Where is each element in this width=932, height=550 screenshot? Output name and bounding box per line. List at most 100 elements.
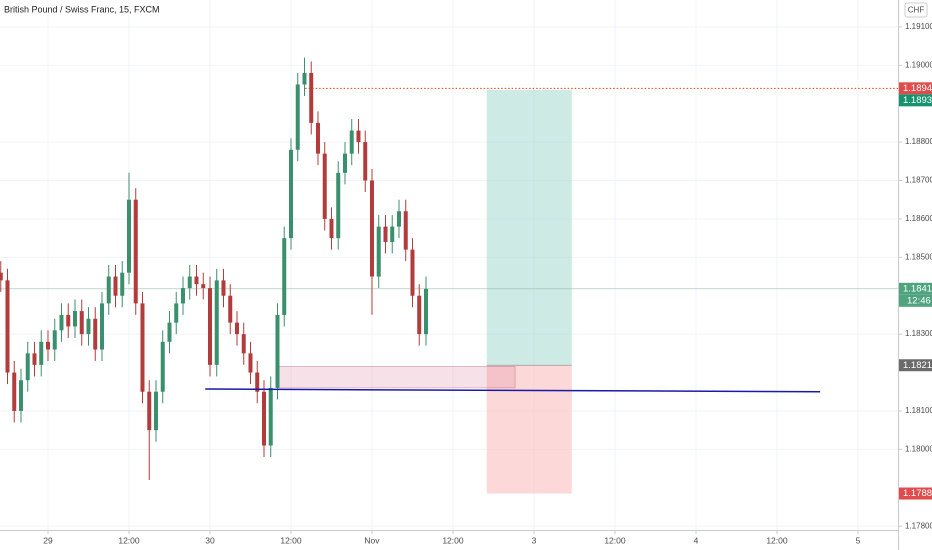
candle-body	[221, 280, 226, 296]
candle-body	[106, 276, 111, 304]
price-label: 1.18418	[903, 283, 932, 294]
axes: 1.19100 1.19000 1.18800 1.18700 1.18600 1.185…	[43, 22, 932, 545]
candle-body	[390, 226, 395, 242]
candle-body	[369, 180, 374, 277]
x-tick-label: 12:00	[280, 535, 302, 545]
candle-body	[396, 211, 401, 227]
candle-body	[66, 314, 71, 327]
candle-body	[174, 303, 179, 323]
x-tick-label: 12:00	[118, 535, 140, 545]
price-label-bg	[899, 82, 932, 95]
candle-body	[329, 218, 334, 239]
chart-title: British Pound / Swiss Franc, 15, FXCM	[4, 4, 160, 14]
candle-body	[93, 318, 98, 350]
candle-body	[261, 391, 266, 446]
candle-body	[342, 153, 347, 173]
candle-body	[322, 153, 327, 219]
candle-body	[120, 272, 125, 296]
candle-body	[140, 303, 145, 392]
price-label-bg	[899, 94, 932, 107]
x-tick-label: 29	[43, 535, 53, 545]
candle-body	[268, 387, 273, 446]
trend-line	[205, 388, 821, 393]
candle-body	[201, 284, 206, 289]
supply-zone	[277, 366, 516, 389]
candle-body	[410, 249, 415, 296]
candle-body	[349, 130, 354, 154]
y-tick-label: 1.18100	[905, 406, 932, 415]
candle-body	[153, 391, 158, 431]
candle-body	[12, 372, 17, 411]
price-label: 1.18936	[903, 95, 932, 106]
y-tick-label: 1.18300	[905, 329, 932, 338]
y-tick-label: 1.18800	[905, 137, 932, 146]
x-tick-label: 4	[694, 535, 699, 545]
candle-body	[0, 272, 3, 281]
price-label: 1.18940	[903, 83, 932, 94]
candle-body	[417, 295, 422, 335]
candle-body	[147, 391, 152, 431]
y-tick-label: 1.19100	[905, 22, 932, 31]
candle-body	[194, 276, 199, 285]
countdown: 12:46	[907, 295, 931, 306]
currency: CHF	[908, 6, 925, 15]
candle-body	[282, 238, 287, 315]
candle-body	[363, 142, 368, 181]
stop-zone	[486, 365, 572, 494]
candle-body	[160, 341, 165, 392]
countdown-bg	[899, 294, 932, 307]
candle-body	[113, 276, 118, 296]
currency-box[interactable]	[904, 2, 928, 18]
y-tick-label: 1.18700	[905, 176, 932, 185]
candle-body	[275, 314, 280, 388]
candle-body	[255, 372, 260, 392]
y-tick-label: 1.19000	[905, 60, 932, 69]
candle-body	[403, 211, 408, 250]
candle-body	[207, 288, 212, 365]
candle-body	[214, 280, 219, 365]
candle-body	[32, 353, 37, 365]
x-tick-label: 12:00	[766, 535, 788, 545]
x-tick-label: 12:00	[604, 535, 626, 545]
x-tick-label: 3	[532, 535, 537, 545]
candle-body	[234, 322, 239, 335]
price-label: 1.18219	[903, 360, 932, 371]
candle-body	[309, 72, 314, 123]
candle-body	[423, 288, 428, 335]
price-label-bg	[899, 487, 932, 500]
candle-body	[295, 84, 300, 150]
candle-body	[45, 341, 50, 350]
y-tick-label: 1.18500	[905, 252, 932, 261]
candle-body	[180, 288, 185, 304]
candle-body	[248, 353, 253, 373]
price-label-bg	[899, 282, 932, 295]
candle-body	[79, 311, 84, 335]
y-tick-label: 1.18000	[905, 444, 932, 453]
candle-body	[133, 199, 138, 304]
y-tick-label: 1.17800	[905, 521, 932, 530]
candle-body	[228, 295, 233, 323]
candle-body	[383, 226, 388, 242]
candle-body	[376, 226, 381, 277]
x-tick-label: 5	[856, 535, 861, 545]
y-tick-label: 1.18600	[905, 214, 932, 223]
candle-body	[302, 72, 307, 85]
candle-body	[99, 303, 104, 350]
candle-body	[39, 341, 44, 365]
grid	[0, 0, 898, 530]
candle-body	[315, 122, 320, 154]
candle-body	[25, 353, 30, 381]
candle-body	[5, 280, 10, 373]
price-label-bg	[899, 359, 932, 372]
target-zone	[486, 89, 572, 366]
candle-body	[86, 318, 91, 335]
price-label: 1.17885	[903, 488, 932, 499]
x-tick-label: 30	[205, 535, 215, 545]
candle-body	[52, 330, 57, 350]
candle-body	[72, 311, 77, 327]
candle-body	[18, 380, 23, 411]
candle-body	[356, 130, 361, 143]
candle-body	[241, 334, 246, 354]
